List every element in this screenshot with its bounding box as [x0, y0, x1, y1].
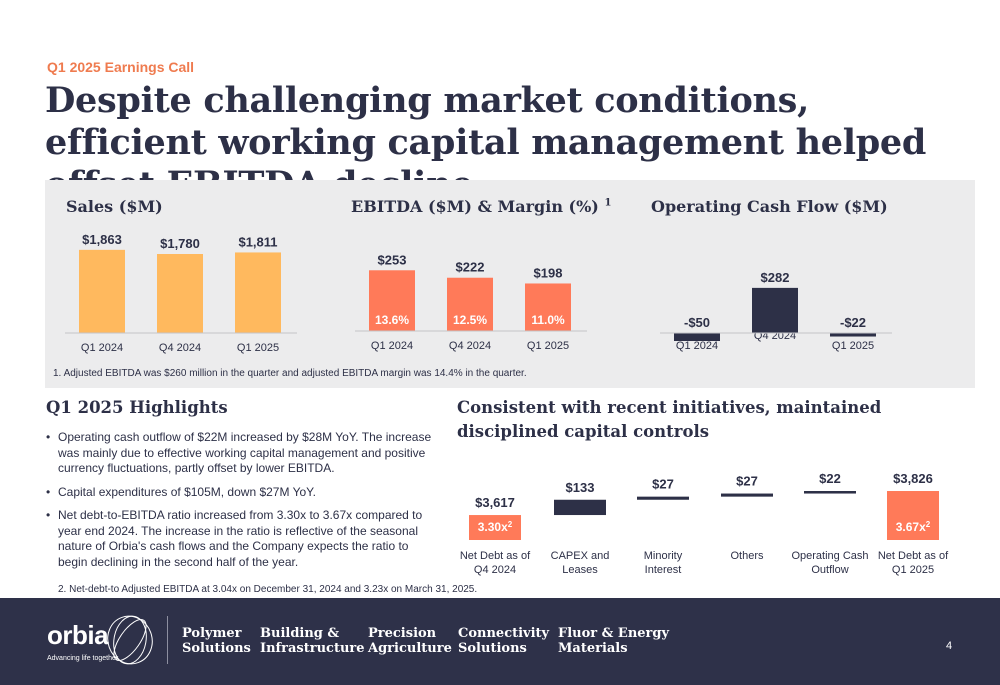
business-line: Fluor & Energy [558, 626, 670, 641]
eyebrow: Q1 2025 Earnings Call [47, 59, 195, 75]
ebitda-title-text: EBITDA ($M) & Margin (%) [351, 197, 599, 216]
business-line: Building & [260, 626, 340, 641]
waterfall-x-tick-label: Net Debt as of [878, 550, 949, 562]
bar-3 [525, 283, 571, 331]
ratio-footnote: 2 [508, 520, 513, 529]
bar-1 [79, 249, 125, 333]
x-tick-label: Q1 2025 [527, 340, 569, 352]
bar-value-label: $222 [456, 260, 485, 275]
ratio-label: 3.67x2 [896, 520, 931, 534]
margin-label: 12.5% [453, 313, 487, 327]
x-tick-label: Q1 2025 [832, 340, 874, 352]
bar-1 [369, 270, 415, 331]
waterfall-value-label: $133 [566, 480, 595, 495]
business-line: Solutions [458, 641, 527, 656]
bar-value-label: $253 [378, 252, 407, 267]
waterfall-x-tick-label: Interest [645, 564, 682, 576]
charts-panel: Sales ($M) EBITDA ($M) & Margin (%) 1 Op… [45, 180, 975, 388]
waterfall-value-label: $3,617 [475, 495, 515, 510]
x-tick-label: Q1 2024 [676, 340, 718, 352]
bar-value-label: $1,863 [82, 232, 122, 247]
footer-divider [167, 616, 168, 664]
footnote-2: 2. Net-debt-to Adjusted EBITDA at 3.04x … [58, 584, 478, 595]
x-tick-label: Q4 2024 [449, 340, 491, 352]
waterfall-x-tick-label: Others [730, 550, 764, 562]
business-fluor-energy-materials: Fluor & Energy Materials [558, 626, 669, 656]
ebitda-chart: $253 Q1 2024 13.6% $222 Q4 2024 12.5% $198 Q1 2… [355, 252, 587, 352]
bar-1 [674, 333, 720, 341]
bar-value-label: -$50 [684, 315, 710, 330]
x-tick-label: Q1 2024 [81, 342, 123, 354]
bar-value-label: -$22 [840, 315, 866, 330]
x-tick-label: Q4 2024 [159, 342, 201, 354]
margin-label: 11.0% [531, 313, 565, 327]
waterfall-value-label: $22 [819, 471, 841, 486]
ratio-label: 3.30x2 [478, 520, 513, 534]
waterfall-x-tick-label: Leases [562, 564, 598, 576]
highlights-list: Operating cash outflow of $22M increased… [46, 430, 441, 578]
ocf-chart-title: Operating Cash Flow ($M) [651, 197, 888, 216]
waterfall-bar-4 [721, 493, 773, 497]
ocf-chart: -$50 Q1 2024 $282 Q4 2024 -$22 Q1 2025 [660, 270, 892, 352]
highlights-title: Q1 2025 Highlights [46, 398, 228, 417]
ebitda-chart-title: EBITDA ($M) & Margin (%) 1 [351, 197, 611, 216]
orbia-logo-mark-icon [107, 615, 153, 665]
bar-value-label: $282 [761, 270, 790, 285]
business-building-infrastructure: Building & Infrastructure [260, 626, 365, 656]
bar-2 [447, 277, 493, 331]
waterfall-bar-2 [554, 499, 606, 516]
business-precision-agriculture: Precision Agriculture [368, 626, 452, 656]
bar-2 [752, 287, 798, 333]
waterfall-x-tick-label: Outflow [811, 564, 848, 576]
highlight-item: Net debt-to-EBITDA ratio increased from … [46, 508, 441, 570]
x-tick-label: Q4 2024 [754, 330, 796, 342]
waterfall-x-tick-label: Operating Cash [791, 550, 868, 562]
business-polymer-solutions: Polymer Solutions [182, 626, 251, 656]
waterfall-value-label: $27 [652, 477, 674, 492]
page-number: 4 [946, 640, 953, 652]
waterfall-bar-3 [637, 496, 689, 500]
x-tick-label: Q1 2025 [237, 342, 279, 354]
waterfall-x-tick-label: Q4 2024 [474, 564, 516, 576]
business-line: Materials [558, 641, 628, 656]
waterfall-x-tick-label: CAPEX and [551, 550, 610, 562]
ratio-footnote: 2 [926, 520, 931, 529]
orbia-logo: orbia [47, 620, 109, 650]
bar-value-label: $1,780 [160, 236, 200, 251]
waterfall-title: Consistent with recent initiatives, main… [457, 398, 882, 441]
ebitda-title-footnote: 1 [604, 197, 612, 209]
business-line: Connectivity [458, 626, 550, 641]
waterfall-bar-1 [469, 515, 521, 540]
waterfall-value-label: $3,826 [893, 471, 933, 486]
footnote-1: 1. Adjusted EBITDA was $260 million in t… [53, 368, 527, 379]
bar-3 [235, 252, 281, 333]
waterfall-value-label: $27 [736, 474, 758, 489]
bar-value-label: $198 [534, 265, 563, 280]
business-line: Solutions [182, 641, 251, 656]
highlight-item: Capital expenditures of $105M, down $27M… [46, 485, 441, 501]
waterfall-bar-5 [804, 491, 856, 494]
footer-bar [0, 598, 1000, 685]
waterfall-x-tick-label: Q1 2025 [892, 564, 934, 576]
sales-chart-title: Sales ($M) [66, 197, 163, 216]
logo-tagline: Advancing life together [47, 655, 119, 662]
business-line: Infrastructure [260, 641, 365, 656]
highlight-item: Operating cash outflow of $22M increased… [46, 430, 441, 477]
waterfall-x-tick-label: Net Debt as of [460, 550, 531, 562]
net-debt-waterfall-chart: $3,617 3.30x2 Net Debt as of Q4 2024 $133 CAP… [460, 471, 949, 576]
business-connectivity-solutions: Connectivity Solutions [458, 626, 549, 656]
waterfall-x-tick-label: Minority [644, 550, 683, 562]
x-tick-label: Q1 2024 [371, 340, 413, 352]
business-line: Agriculture [368, 641, 452, 656]
sales-chart: $1,863 Q1 2024 $1,780 Q4 2024 $1,811 Q1 2025 [65, 232, 297, 354]
business-line: Precision [368, 626, 437, 641]
margin-label: 13.6% [375, 313, 409, 327]
bar-2 [157, 254, 203, 333]
waterfall-bar-6 [887, 491, 939, 540]
bar-value-label: $1,811 [238, 234, 277, 249]
business-line: Polymer [182, 626, 242, 641]
bar-3 [830, 333, 876, 337]
